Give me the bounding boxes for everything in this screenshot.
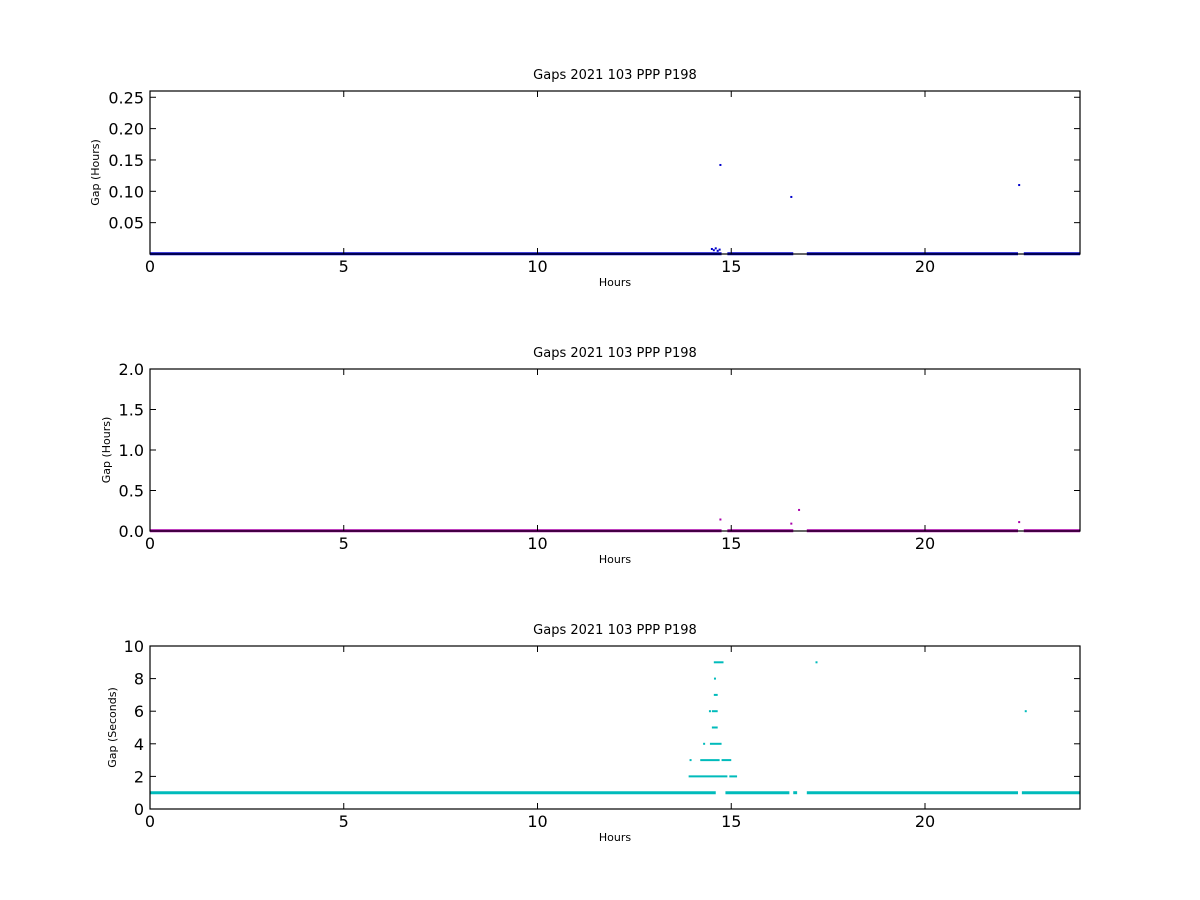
data-point — [710, 247, 713, 250]
chart-panel-2: Gaps 2021 103 PPP P198 0 5 10 15 20 0.0 0.5 1.0 1… — [100, 346, 1081, 566]
data-point — [1018, 184, 1021, 187]
y-axis-label: Gap (Hours) — [89, 139, 102, 206]
y-tick-label: 6 — [134, 702, 144, 721]
x-tick-label: 0 — [145, 257, 155, 276]
plot-frame — [149, 645, 1081, 810]
chart-title: Gaps 2021 103 PPP P198 — [533, 623, 697, 638]
data-point — [719, 518, 722, 521]
data-point — [716, 249, 719, 252]
y-tick-label: 0.25 — [108, 88, 144, 107]
y-tick-label: 0.10 — [108, 182, 144, 201]
data-point — [719, 163, 722, 166]
y-tick-label: 0.15 — [108, 151, 144, 170]
data-point — [714, 247, 717, 250]
data-point — [1018, 521, 1021, 524]
x-tick-label: 5 — [339, 812, 349, 831]
y-tick-label: 4 — [134, 735, 144, 754]
data-point — [712, 249, 715, 252]
chart-title: Gaps 2021 103 PPP P198 — [533, 68, 697, 83]
y-axis-label: Gap (Seconds) — [106, 687, 119, 768]
x-tick-label: 5 — [339, 534, 349, 553]
data-point — [708, 710, 711, 713]
x-tick-label: 15 — [721, 812, 741, 831]
data-point — [1024, 710, 1027, 713]
y-tick-label: 0.0 — [119, 522, 144, 541]
chart-panel-3: Gaps 2021 103 PPP P198 0 5 10 15 20 0 2 4 6 8 10 Hou… — [106, 623, 1081, 844]
chart-panel-1: Gaps 2021 103 PPP P198 0 5 10 15 20 0.05 0.10 0.… — [89, 68, 1081, 289]
data-point — [790, 195, 793, 198]
data-point — [790, 522, 793, 525]
x-tick-label: 10 — [527, 257, 547, 276]
y-tick-label: 2 — [134, 767, 144, 786]
x-axis-label: Hours — [599, 553, 631, 566]
y-tick-label: 2.0 — [119, 360, 144, 379]
y-tick-label: 0.20 — [108, 120, 144, 139]
data-point — [689, 759, 692, 762]
y-axis-label: Gap (Hours) — [100, 417, 113, 484]
data-point — [718, 248, 721, 251]
y-tick-label: 1.0 — [119, 441, 144, 460]
data-point — [713, 677, 716, 680]
x-axis-label: Hours — [599, 831, 631, 844]
data-point — [703, 742, 706, 745]
plot-frame — [149, 368, 1081, 532]
chart-title: Gaps 2021 103 PPP P198 — [533, 346, 697, 361]
y-tick-label: 1.5 — [119, 401, 144, 420]
x-tick-label: 0 — [145, 812, 155, 831]
x-tick-label: 20 — [915, 534, 935, 553]
x-tick-label: 15 — [721, 534, 741, 553]
data-point — [815, 661, 818, 664]
x-tick-label: 20 — [915, 812, 935, 831]
x-axis-label: Hours — [599, 276, 631, 289]
x-tick-label: 15 — [721, 257, 741, 276]
y-tick-label: 0 — [134, 800, 144, 819]
x-tick-label: 10 — [527, 812, 547, 831]
data-point — [798, 508, 801, 511]
x-tick-label: 5 — [339, 257, 349, 276]
plot-frame — [149, 90, 1081, 255]
x-tick-label: 10 — [527, 534, 547, 553]
y-tick-label: 0.5 — [119, 482, 144, 501]
y-tick-label: 8 — [134, 670, 144, 689]
x-tick-label: 20 — [915, 257, 935, 276]
x-tick-label: 0 — [145, 534, 155, 553]
y-tick-label: 0.05 — [108, 214, 144, 233]
y-tick-label: 10 — [124, 637, 144, 656]
